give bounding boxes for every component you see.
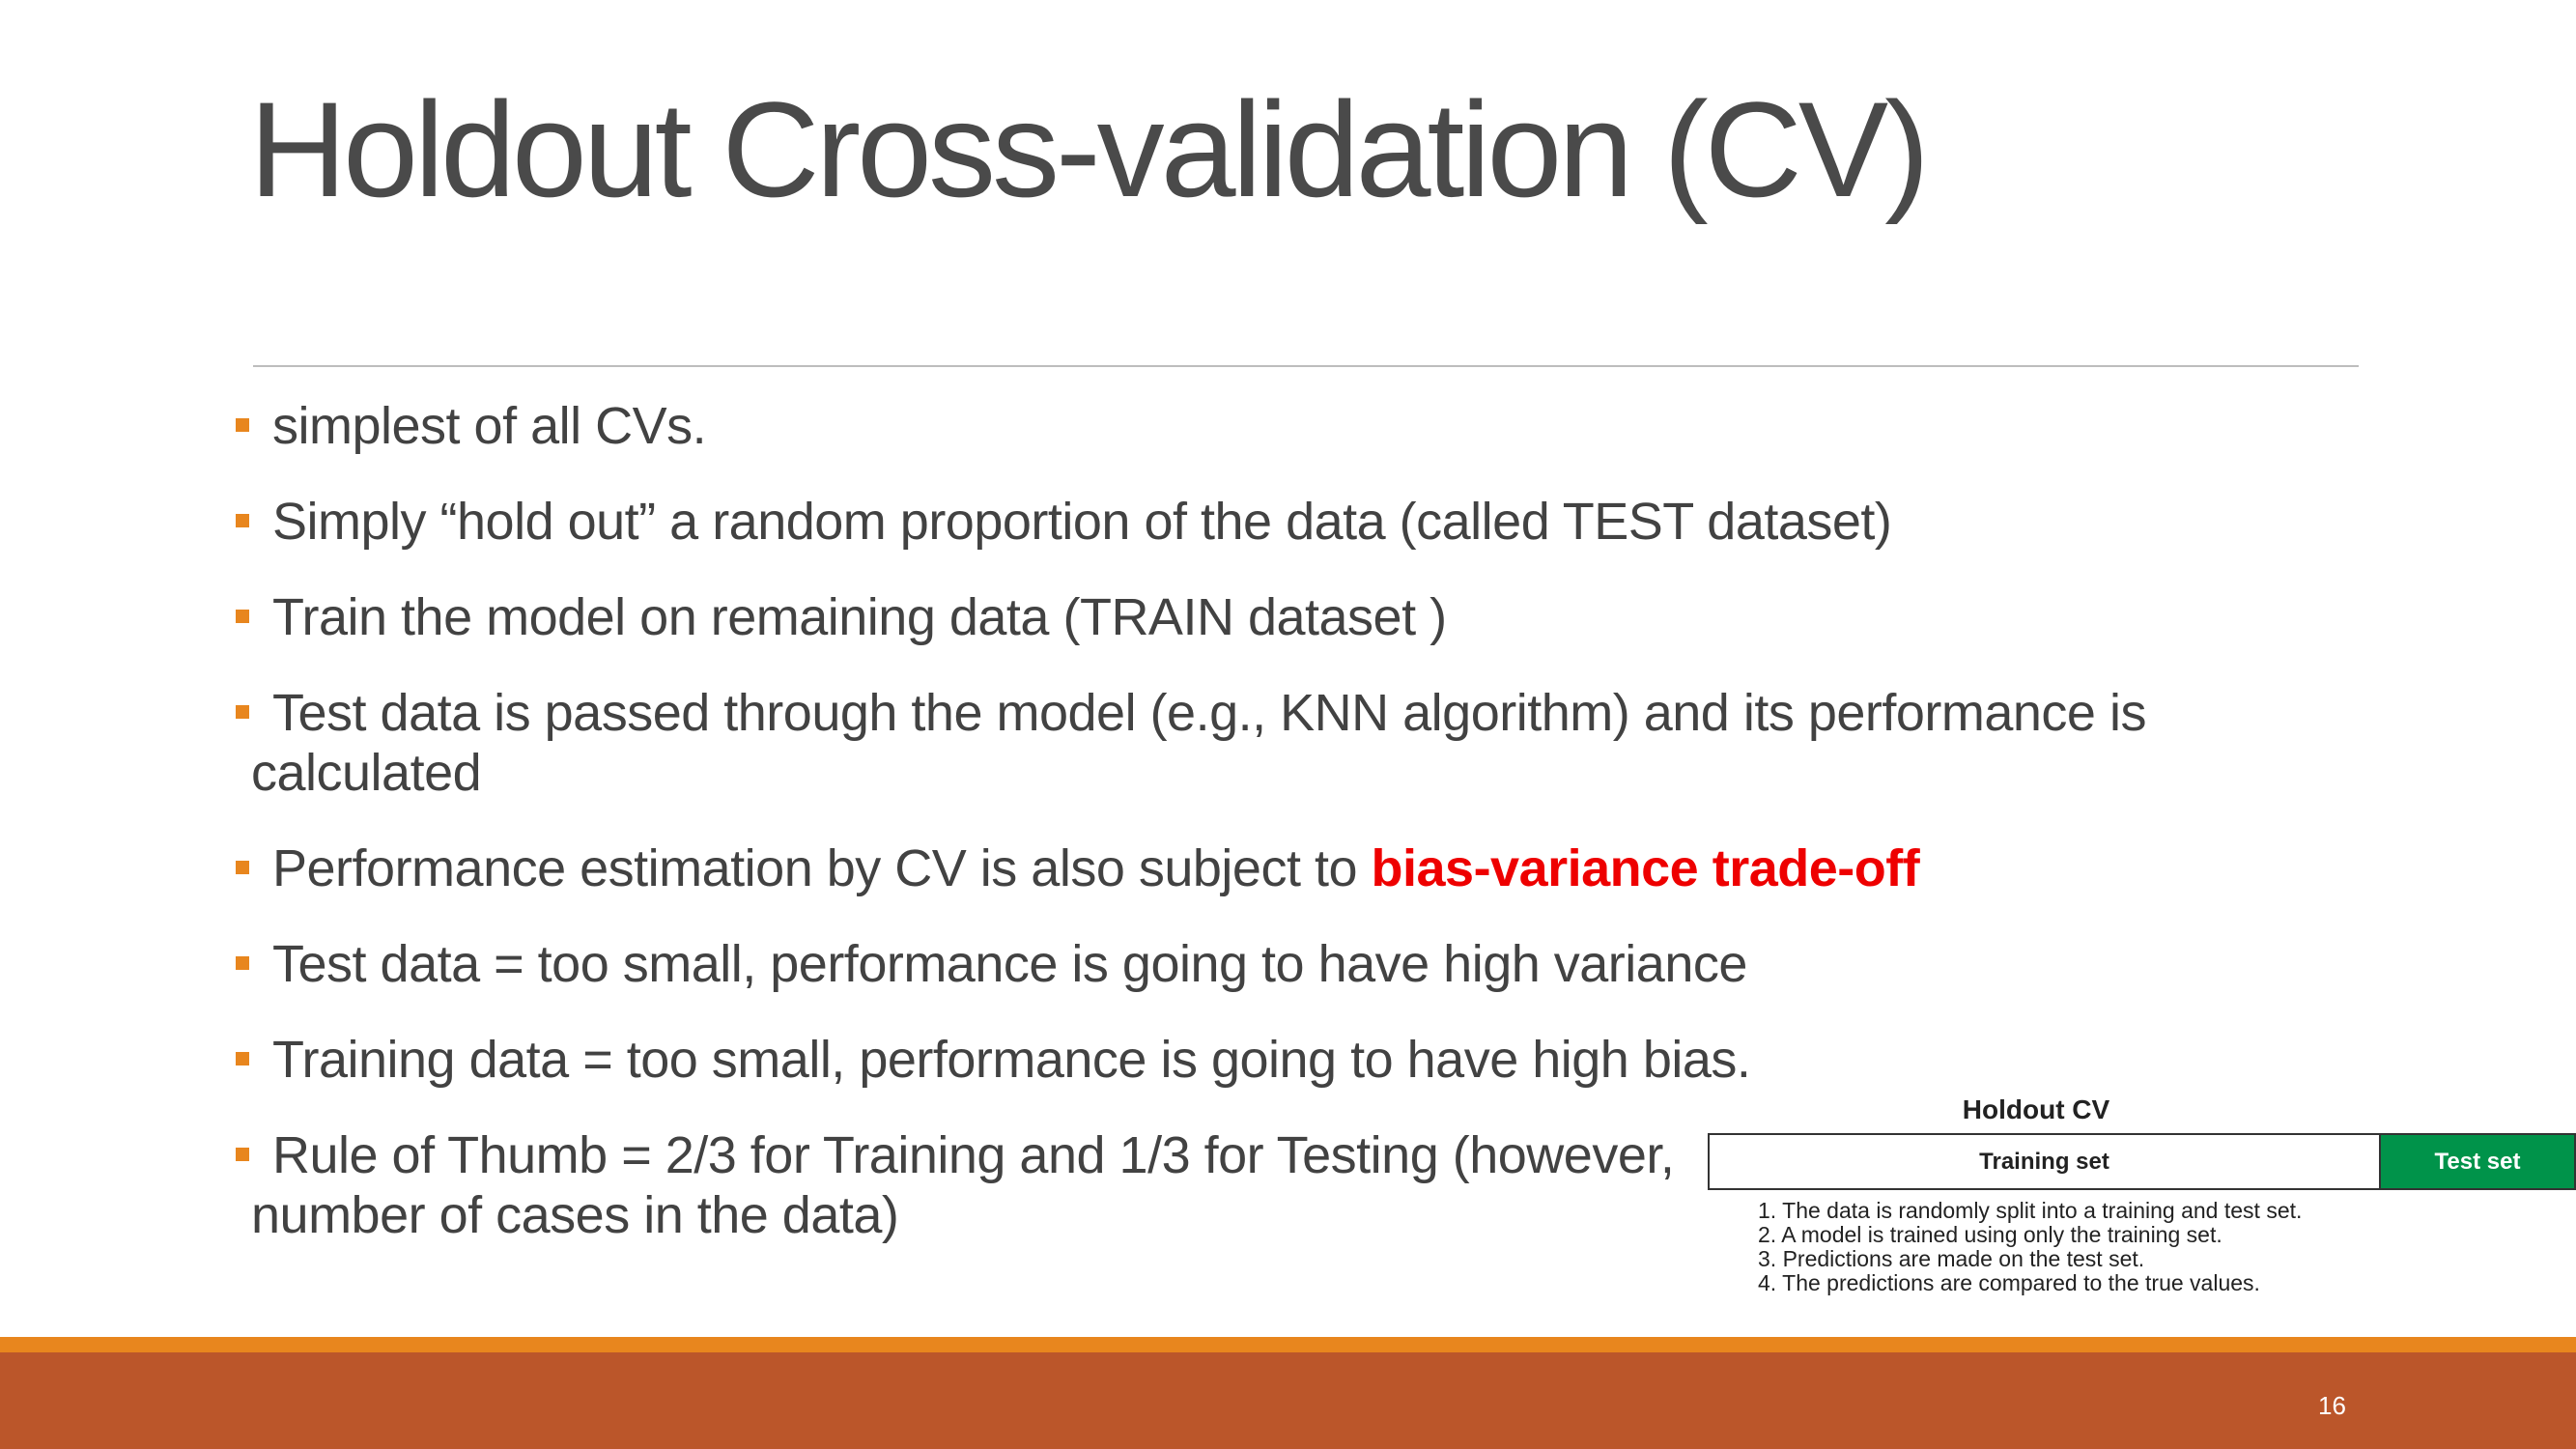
square-bullet-icon xyxy=(236,956,249,970)
bullet-item: Rule of Thumb = 2/3 for Training and 1/3… xyxy=(232,1125,2308,1245)
training-set-segment: Training set xyxy=(1710,1135,2381,1188)
diagram-title: Holdout CV xyxy=(1962,1094,2110,1124)
test-set-segment: Test set xyxy=(2381,1135,2574,1188)
bullet-item: Train the model on remaining data (TRAIN… xyxy=(232,587,2308,647)
bullet-text: Performance estimation by CV is also sub… xyxy=(272,839,1372,897)
square-bullet-icon xyxy=(236,861,249,874)
diagram-steps: 1. The data is randomly split into a tra… xyxy=(1758,1199,2302,1295)
diagram-step: 2. A model is trained using only the tra… xyxy=(1758,1222,2222,1247)
square-bullet-icon xyxy=(236,514,249,527)
bullet-text: Test data = too small, performance is go… xyxy=(272,935,1747,993)
square-bullet-icon xyxy=(236,1052,249,1065)
square-bullet-icon xyxy=(236,610,249,623)
footer-bar xyxy=(0,1352,2576,1449)
bullet-text: Training data = too small, performance i… xyxy=(272,1031,1751,1089)
diagram-step: 1. The data is randomly split into a tra… xyxy=(1758,1198,2303,1223)
slide-title: Holdout Cross-validation (CV) xyxy=(249,73,1930,225)
square-bullet-icon xyxy=(236,418,249,432)
footer-accent-stripe xyxy=(0,1337,2576,1352)
title-divider xyxy=(253,365,2359,367)
bullet-continuation-text: number of cases in the data) xyxy=(251,1186,899,1244)
bullet-text: Rule of Thumb = 2/3 for Training and 1/3… xyxy=(272,1126,1675,1184)
bullet-text: Simply “hold out” a random proportion of… xyxy=(272,493,1892,551)
bullet-item: simplest of all CVs. xyxy=(232,396,2308,456)
bullet-item: Simply “hold out” a random proportion of… xyxy=(232,492,2308,552)
diagram-step: 3. Predictions are made on the test set. xyxy=(1758,1246,2145,1271)
bullet-item: Training data = too small, performance i… xyxy=(232,1030,2308,1090)
bullet-list: simplest of all CVs. Simply “hold out” a… xyxy=(232,396,2308,1245)
page-number: 16 xyxy=(2318,1391,2346,1420)
bullet-item: Test data = too small, performance is go… xyxy=(232,934,2308,994)
highlight-text: bias-variance trade-off xyxy=(1371,839,1920,897)
holdout-cv-diagram: Holdout CV Training set Test set 1. The … xyxy=(1708,1094,2576,1317)
bullet-text: Train the model on remaining data (TRAIN… xyxy=(272,588,1447,646)
split-bar: Training set Test set xyxy=(1708,1133,2576,1190)
diagram-step: 4. The predictions are compared to the t… xyxy=(1758,1270,2260,1295)
square-bullet-icon xyxy=(236,705,249,719)
bullet-text: Test data is passed through the model (e… xyxy=(251,684,2146,802)
square-bullet-icon xyxy=(236,1148,249,1161)
bullet-item: Performance estimation by CV is also sub… xyxy=(232,838,2308,898)
bullet-item: Test data is passed through the model (e… xyxy=(232,683,2308,803)
bullet-text: simplest of all CVs. xyxy=(272,397,707,455)
